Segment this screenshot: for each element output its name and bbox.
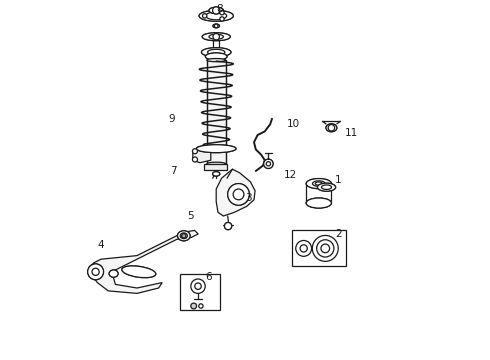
- Text: 12: 12: [283, 170, 296, 180]
- Ellipse shape: [213, 172, 220, 176]
- Ellipse shape: [177, 231, 190, 241]
- Ellipse shape: [180, 233, 187, 239]
- Ellipse shape: [318, 183, 336, 191]
- Ellipse shape: [213, 24, 220, 28]
- Circle shape: [193, 157, 197, 162]
- Ellipse shape: [321, 185, 332, 189]
- Circle shape: [220, 10, 224, 15]
- Circle shape: [220, 17, 224, 21]
- Ellipse shape: [202, 33, 230, 41]
- Ellipse shape: [109, 270, 118, 277]
- Text: 10: 10: [287, 119, 300, 129]
- Text: 5: 5: [188, 211, 195, 221]
- Ellipse shape: [326, 124, 337, 132]
- Polygon shape: [193, 148, 211, 163]
- Ellipse shape: [199, 10, 233, 21]
- Circle shape: [213, 33, 220, 40]
- Ellipse shape: [201, 48, 231, 57]
- Polygon shape: [204, 164, 227, 170]
- Circle shape: [213, 7, 220, 14]
- Text: 8: 8: [217, 4, 223, 14]
- Ellipse shape: [206, 12, 227, 20]
- Circle shape: [233, 189, 244, 200]
- Bar: [207, 60, 225, 164]
- Bar: [180, 274, 220, 310]
- Circle shape: [92, 268, 99, 275]
- Text: 1: 1: [335, 175, 342, 185]
- Ellipse shape: [209, 34, 223, 39]
- Ellipse shape: [213, 172, 220, 176]
- Text: 7: 7: [170, 166, 176, 176]
- Ellipse shape: [202, 33, 230, 41]
- Circle shape: [215, 24, 218, 28]
- Bar: [292, 230, 346, 266]
- Text: 4: 4: [98, 240, 104, 250]
- Ellipse shape: [122, 266, 156, 278]
- Text: 6: 6: [206, 272, 212, 282]
- Circle shape: [191, 303, 196, 309]
- Ellipse shape: [177, 231, 190, 241]
- Circle shape: [88, 264, 103, 280]
- Ellipse shape: [306, 198, 331, 208]
- Ellipse shape: [209, 7, 223, 14]
- Circle shape: [296, 240, 312, 256]
- Text: 3: 3: [245, 193, 252, 203]
- Ellipse shape: [205, 53, 227, 60]
- Circle shape: [264, 159, 273, 168]
- Circle shape: [264, 159, 273, 168]
- Ellipse shape: [122, 266, 156, 278]
- Text: 11: 11: [344, 128, 358, 138]
- Circle shape: [182, 234, 186, 238]
- Polygon shape: [90, 230, 198, 293]
- Circle shape: [202, 14, 207, 18]
- Text: 2: 2: [335, 229, 342, 239]
- Ellipse shape: [207, 162, 225, 166]
- Circle shape: [328, 125, 335, 131]
- Text: 9: 9: [168, 114, 174, 124]
- Circle shape: [224, 222, 232, 230]
- Circle shape: [317, 240, 334, 257]
- Circle shape: [300, 245, 307, 252]
- Ellipse shape: [201, 48, 231, 57]
- Ellipse shape: [326, 124, 337, 132]
- Ellipse shape: [205, 53, 227, 60]
- Circle shape: [224, 222, 232, 230]
- Circle shape: [321, 244, 330, 253]
- Ellipse shape: [318, 183, 336, 191]
- Circle shape: [228, 184, 249, 205]
- Ellipse shape: [213, 48, 220, 50]
- Ellipse shape: [208, 49, 225, 55]
- Ellipse shape: [306, 179, 331, 189]
- Ellipse shape: [213, 24, 220, 28]
- Circle shape: [193, 149, 197, 154]
- Ellipse shape: [199, 10, 233, 21]
- Ellipse shape: [306, 179, 331, 189]
- Circle shape: [266, 162, 270, 166]
- Ellipse shape: [209, 7, 223, 14]
- Ellipse shape: [196, 145, 236, 153]
- Circle shape: [199, 304, 203, 308]
- Ellipse shape: [315, 182, 322, 185]
- Circle shape: [195, 283, 201, 289]
- Circle shape: [88, 264, 103, 280]
- Ellipse shape: [207, 58, 225, 62]
- Circle shape: [191, 279, 205, 293]
- Circle shape: [228, 184, 249, 205]
- Polygon shape: [216, 169, 255, 216]
- Ellipse shape: [109, 270, 118, 277]
- Ellipse shape: [313, 181, 325, 186]
- Circle shape: [312, 235, 338, 261]
- Ellipse shape: [306, 198, 331, 208]
- Ellipse shape: [196, 145, 236, 153]
